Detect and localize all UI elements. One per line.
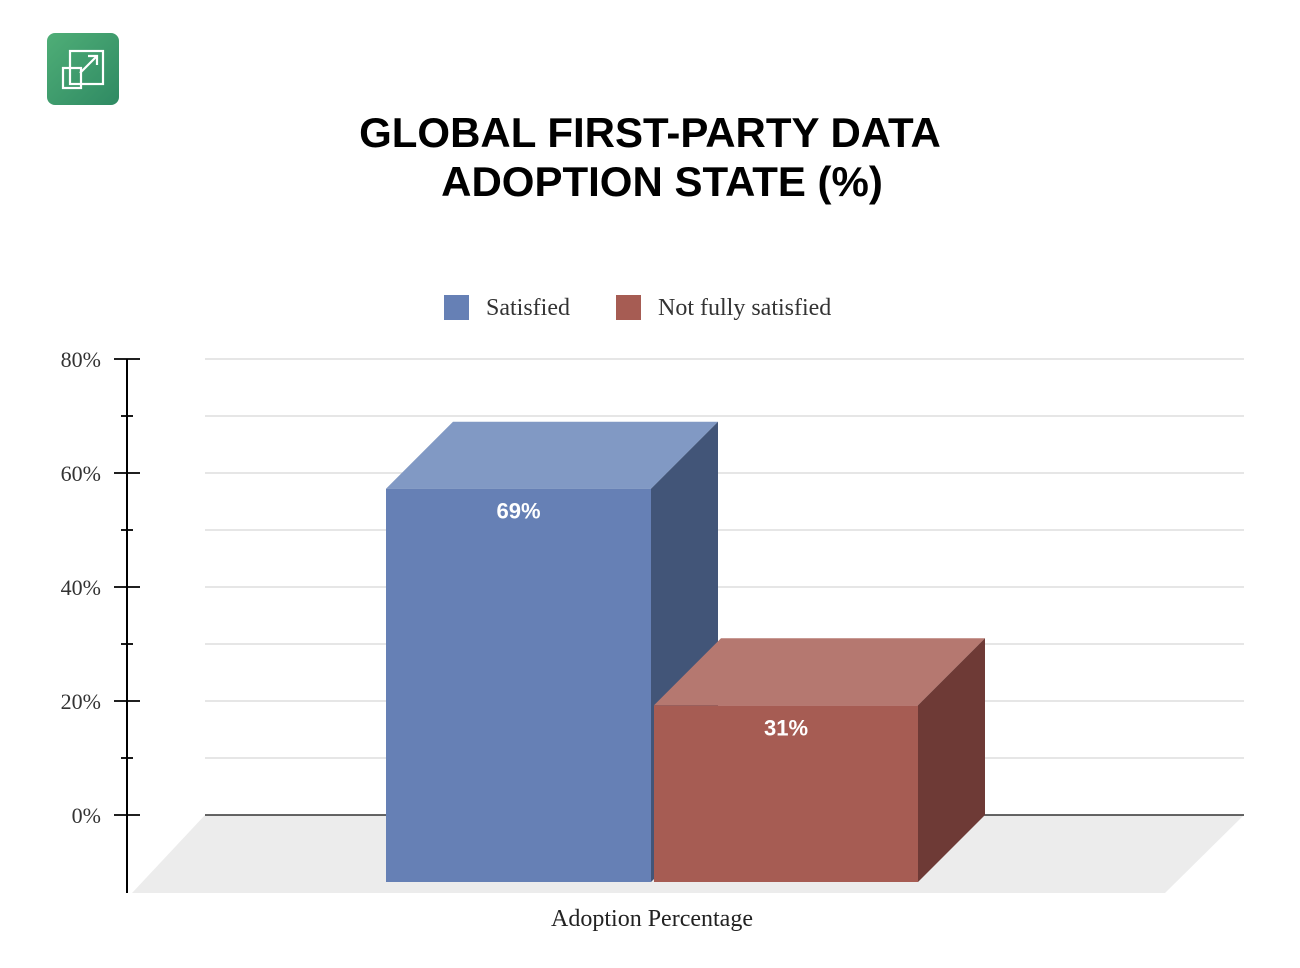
legend-swatch-2: [616, 295, 641, 320]
bar-value-label-1: 69%: [496, 499, 540, 524]
bar-1: [386, 488, 651, 882]
bar-top-2: [654, 638, 985, 706]
legend-label-1: Satisfied: [486, 295, 570, 321]
y-tick-label: 60%: [61, 461, 101, 486]
chart-title-line-1: GLOBAL FIRST-PARTY DATA: [359, 109, 941, 156]
y-tick-label: 40%: [61, 575, 101, 600]
y-tick-label: 80%: [61, 347, 101, 372]
bar-value-label-2: 31%: [764, 715, 808, 740]
expand-button[interactable]: [47, 33, 119, 105]
bar-side-2: [918, 638, 985, 882]
x-axis-label: Adoption Percentage: [551, 906, 753, 932]
legend-swatch-1: [444, 295, 469, 320]
expand-icon: [61, 49, 105, 90]
bar-top-1: [386, 421, 718, 489]
y-tick-label: 20%: [61, 689, 101, 714]
bar-2: [654, 705, 918, 882]
chart-title: GLOBAL FIRST-PARTY DATA ADOPTION STATE (…: [0, 108, 1300, 206]
y-tick-label: 0%: [72, 803, 101, 828]
chart-title-line-2: ADOPTION STATE (%): [441, 158, 883, 205]
legend-label-2: Not fully satisfied: [658, 295, 831, 321]
